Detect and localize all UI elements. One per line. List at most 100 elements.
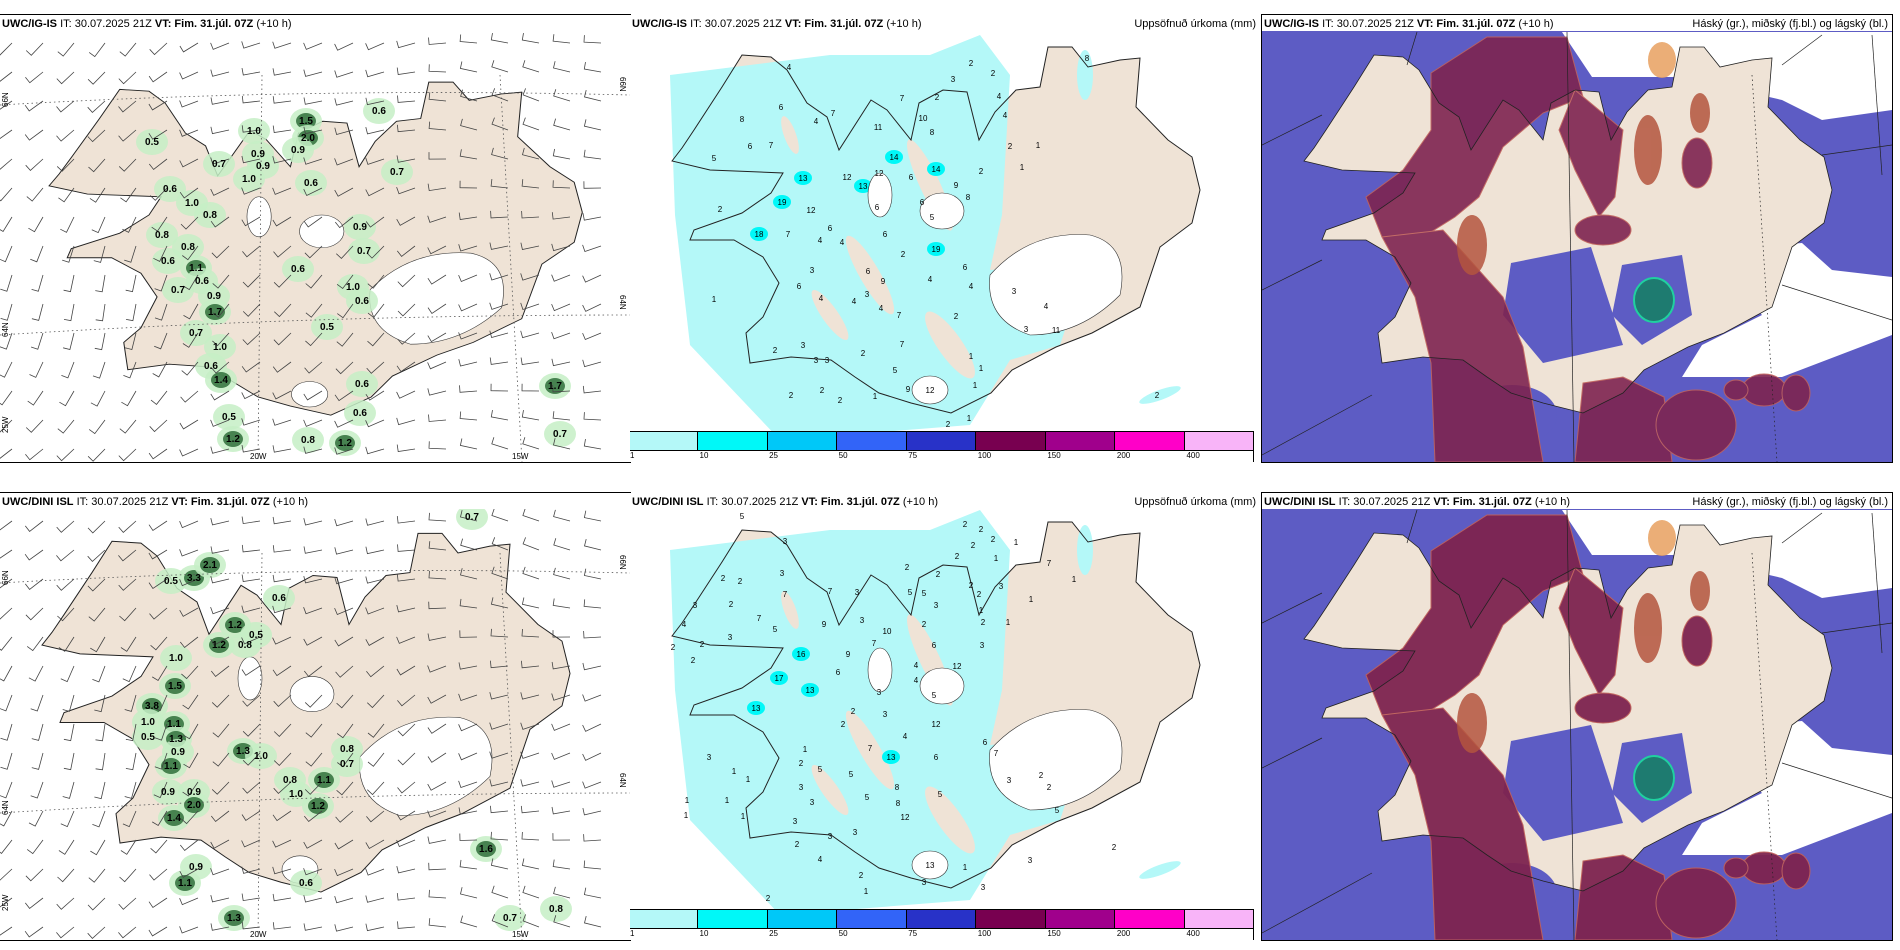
heavy-precip-spot — [927, 242, 945, 256]
wind-barb — [241, 216, 261, 227]
wind-barb — [365, 923, 385, 932]
precip-area-north — [1077, 50, 1093, 100]
wind-barb — [520, 805, 540, 814]
wind-barb — [428, 414, 447, 422]
gust-area — [162, 277, 194, 303]
wind-barb — [334, 607, 354, 616]
wind-barb — [179, 100, 199, 108]
heavy-precip-spot — [773, 195, 791, 209]
wind-barb — [521, 210, 540, 219]
wind-barb — [210, 390, 230, 401]
lon-label-15w: 15W — [512, 930, 529, 939]
high-cloud-area — [1741, 851, 1787, 885]
wind-barb — [119, 419, 137, 434]
wind-barb — [89, 187, 106, 203]
precip-value-label: 7 — [868, 744, 873, 753]
gust-value-label: 0.8 — [549, 904, 563, 915]
wind-barb — [242, 781, 261, 794]
colorbar-swatch — [837, 910, 907, 928]
gust-value-label: 1.2 — [228, 620, 242, 631]
colorbar-swatch — [976, 432, 1046, 450]
wind-barb — [365, 839, 385, 850]
wind-barb — [428, 121, 447, 131]
colorbar-ticks: 1 10 25 50 75 100 150 200 400 — [630, 929, 1254, 940]
wind-barb — [336, 245, 354, 259]
wind-barb — [397, 124, 416, 133]
wind-barb — [427, 332, 447, 343]
wind-barb — [62, 694, 75, 712]
wind-barb — [334, 839, 354, 850]
gust-value-label: 0.9 — [353, 222, 367, 233]
precip-value-label: 1 — [973, 381, 978, 390]
precip-value-label: 2 — [991, 535, 996, 544]
wind-barb — [396, 810, 416, 821]
wind-barb — [334, 518, 354, 527]
wind-barb — [427, 215, 447, 223]
precip-value-label: 9 — [846, 650, 851, 659]
wind-barb — [210, 126, 230, 135]
high-cloud-area — [1365, 514, 1584, 716]
glaciers — [237, 656, 493, 884]
wind-barb — [365, 216, 385, 228]
precip-value-label: 5 — [893, 366, 898, 375]
wind-barb — [521, 597, 540, 609]
wind-barb — [241, 605, 261, 613]
precip-value-label: 8 — [740, 115, 745, 124]
wind-barb — [211, 694, 230, 708]
glacier-langjokull — [919, 192, 965, 230]
wind-barb — [272, 361, 292, 373]
gust-value-label: 0.6 — [204, 361, 218, 372]
precip-value-label: 2 — [971, 541, 976, 550]
wind-barb — [396, 155, 416, 163]
wind-barb — [58, 839, 75, 855]
wind-barb — [335, 810, 354, 823]
wind-barb — [183, 303, 199, 320]
wind-barb — [272, 893, 292, 902]
valid-time: Fim. 31.júl. 07Z — [820, 496, 900, 508]
wind-barb — [88, 419, 106, 435]
precip-value-label: 5 — [818, 765, 823, 774]
wind-barb — [303, 665, 323, 678]
wind-barb — [179, 868, 199, 878]
wind-barb — [491, 60, 509, 73]
wind-barb — [87, 448, 106, 462]
heavy-precip-spot — [927, 162, 945, 176]
wind-barb — [303, 546, 323, 554]
wind-barb — [365, 69, 385, 78]
wind-barb — [61, 361, 75, 379]
precip-value-label: 13 — [752, 704, 761, 713]
gust-value-label: 1.7 — [208, 307, 222, 318]
wind-barb — [366, 245, 385, 259]
colorbar-tick-label: 1 — [630, 929, 635, 938]
wind-barb — [428, 92, 447, 102]
heavy-precip-spot — [750, 227, 768, 241]
wind-barb — [396, 866, 416, 874]
colorbar-tick-label: 75 — [908, 929, 918, 938]
wind-barb — [182, 245, 199, 261]
precip-colorbar: 1 10 25 50 75 100 150 200 400 — [630, 431, 1254, 462]
wind-barb — [241, 445, 261, 453]
colorbar-swatch — [906, 910, 977, 928]
gust-area — [245, 743, 277, 769]
gust-core — [164, 810, 184, 826]
wind-barb — [303, 518, 323, 526]
cloud-map-panel-igis: UWC/IG-IS IT: 30.07.2025 21Z VT: Fim. 31… — [1261, 14, 1893, 463]
header-background — [1262, 493, 1892, 509]
precip-value-label: 12 — [807, 206, 816, 215]
precip-value-label: 7 — [828, 587, 833, 596]
wind-barb — [551, 693, 571, 701]
precip-value-label: 1 — [967, 414, 972, 423]
wind-barb — [31, 274, 44, 292]
precip-value-label: 6 — [920, 198, 925, 207]
graticule — [0, 552, 630, 940]
precip-value-label: 2 — [936, 570, 941, 579]
gust-value-label: 1.1 — [189, 263, 203, 274]
wind-barb — [397, 332, 416, 345]
wind-map-panel-dini: UWC/DINI ISL IT: 30.07.2025 21Z VT: Fim.… — [0, 492, 631, 941]
wind-barb — [118, 926, 137, 939]
wind-barb — [334, 216, 354, 229]
precip-value-label: 1 — [1072, 575, 1077, 584]
wind-barb — [553, 915, 571, 928]
wind-barb — [183, 274, 199, 291]
wind-barb — [334, 636, 354, 647]
